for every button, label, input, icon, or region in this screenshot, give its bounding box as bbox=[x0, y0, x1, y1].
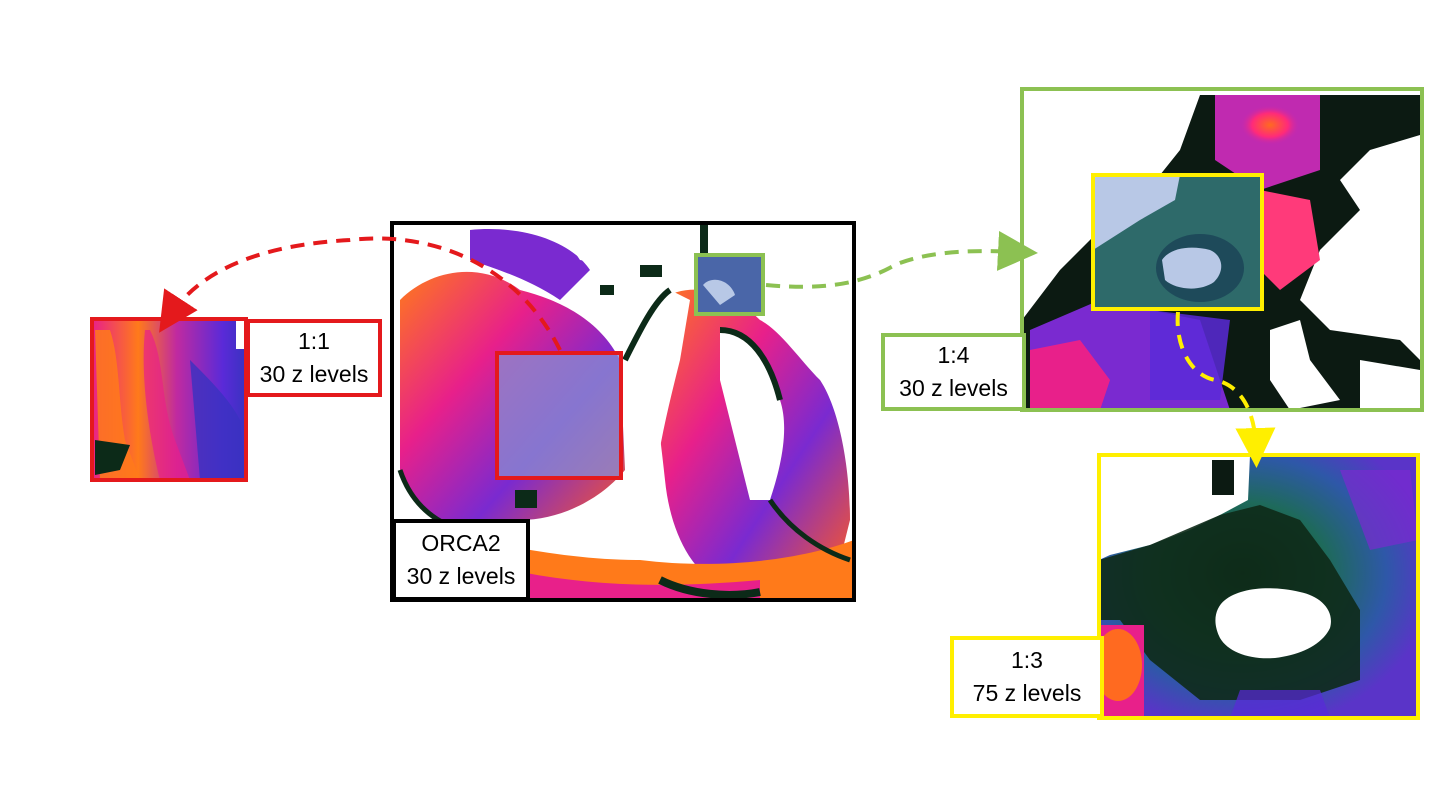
yellow-zoom-levels: 75 z levels bbox=[972, 680, 1082, 706]
green-zoom-map bbox=[1022, 89, 1422, 410]
green-zoom-ratio: 1:4 bbox=[937, 342, 970, 368]
global-map-levels: 30 z levels bbox=[406, 563, 516, 589]
green-zoom-levels: 30 z levels bbox=[899, 375, 1008, 401]
green-zoom-arrow bbox=[765, 230, 1038, 289]
red-region-highlight bbox=[497, 353, 621, 478]
red-zoom-ratio: 1:1 bbox=[298, 328, 330, 354]
yellow-zoom-arrow bbox=[1175, 311, 1276, 468]
red-zoom-map bbox=[92, 319, 246, 480]
yellow-zoom-ratio: 1:3 bbox=[1011, 647, 1043, 673]
global-map-name: ORCA2 bbox=[421, 530, 501, 556]
red-zoom-label: 1:1 30 z levels bbox=[246, 319, 382, 397]
yellow-zoom-map bbox=[1099, 455, 1418, 718]
global-map-label: ORCA2 30 z levels bbox=[392, 519, 530, 601]
red-zoom-levels: 30 z levels bbox=[259, 361, 369, 387]
global-map-frame bbox=[390, 221, 856, 602]
red-zoom-arrow bbox=[159, 236, 562, 351]
green-zoom-label: 1:4 30 z levels bbox=[881, 333, 1026, 411]
yellow-zoom-label: 1:3 75 z levels bbox=[950, 636, 1104, 718]
